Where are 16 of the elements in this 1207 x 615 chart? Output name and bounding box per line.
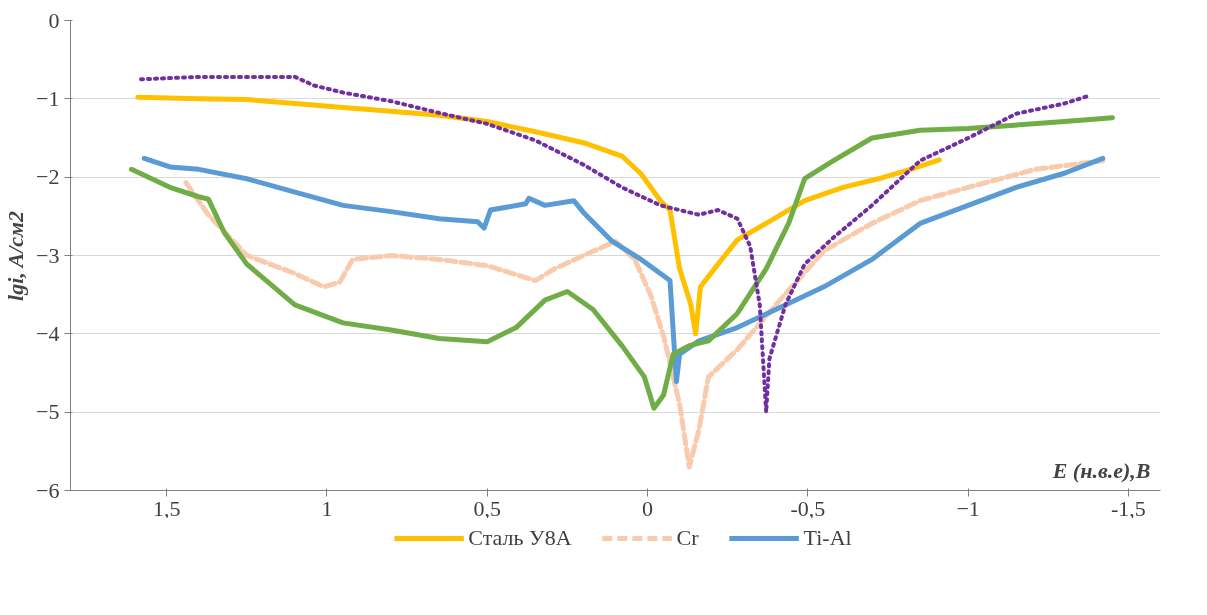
x-tick-label: 1 bbox=[321, 495, 333, 521]
x-axis-title: E (н.в.е),B bbox=[1051, 457, 1151, 483]
legend-label: Сталь У8А bbox=[468, 525, 572, 551]
y-tick-label: −3 bbox=[36, 242, 60, 268]
x-tick-label: −1 bbox=[956, 495, 980, 521]
y-tick-label: −2 bbox=[36, 164, 60, 190]
legend-label: Ti-Al bbox=[803, 525, 852, 551]
y-tick-label: −6 bbox=[36, 477, 60, 503]
y-axis-title: lgi, A/см2 bbox=[3, 210, 29, 301]
y-tick-label: −1 bbox=[36, 85, 60, 111]
y-tick-label: −5 bbox=[36, 399, 60, 425]
legend-label: Cr bbox=[676, 525, 699, 551]
y-tick-label: 0 bbox=[48, 7, 60, 33]
x-tick-label: 0 bbox=[642, 495, 654, 521]
y-tick-label: −4 bbox=[36, 320, 60, 346]
line-series bbox=[139, 74, 1089, 415]
